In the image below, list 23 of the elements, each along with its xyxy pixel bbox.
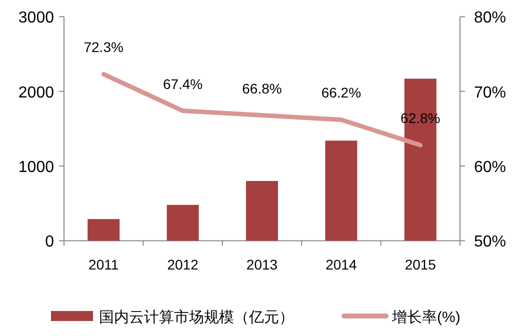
data-label: 66.2% — [321, 84, 362, 101]
legend-label: 增长率(%) — [391, 309, 460, 326]
y2-tick-label: 60% — [474, 159, 506, 176]
y2-tick-label: 50% — [474, 234, 506, 251]
bar — [246, 180, 278, 241]
bar — [88, 219, 120, 241]
bar — [166, 204, 199, 241]
data-label: 67.4% — [162, 76, 203, 92]
data-label: 72.3% — [84, 39, 124, 56]
bar — [325, 140, 358, 241]
x-tick-label: 2015 — [404, 256, 436, 273]
y2-tick-label: 80% — [474, 10, 506, 27]
y-tick-label: 2000 — [18, 84, 54, 102]
y2-tick-label: 70% — [474, 84, 506, 102]
x-tick-label: 2014 — [326, 256, 357, 273]
y-tick-label: 3000 — [18, 10, 54, 27]
x-tick-label: 2012 — [167, 256, 199, 273]
x-tick-label: 2013 — [246, 256, 278, 273]
legend-label: 国内云计算市场规模（亿元） — [99, 309, 294, 326]
y-tick-label: 1000 — [18, 159, 54, 176]
y-tick-label: 0 — [45, 234, 54, 251]
x-tick-label: 2011 — [88, 256, 119, 273]
data-label: 66.8% — [242, 80, 282, 96]
